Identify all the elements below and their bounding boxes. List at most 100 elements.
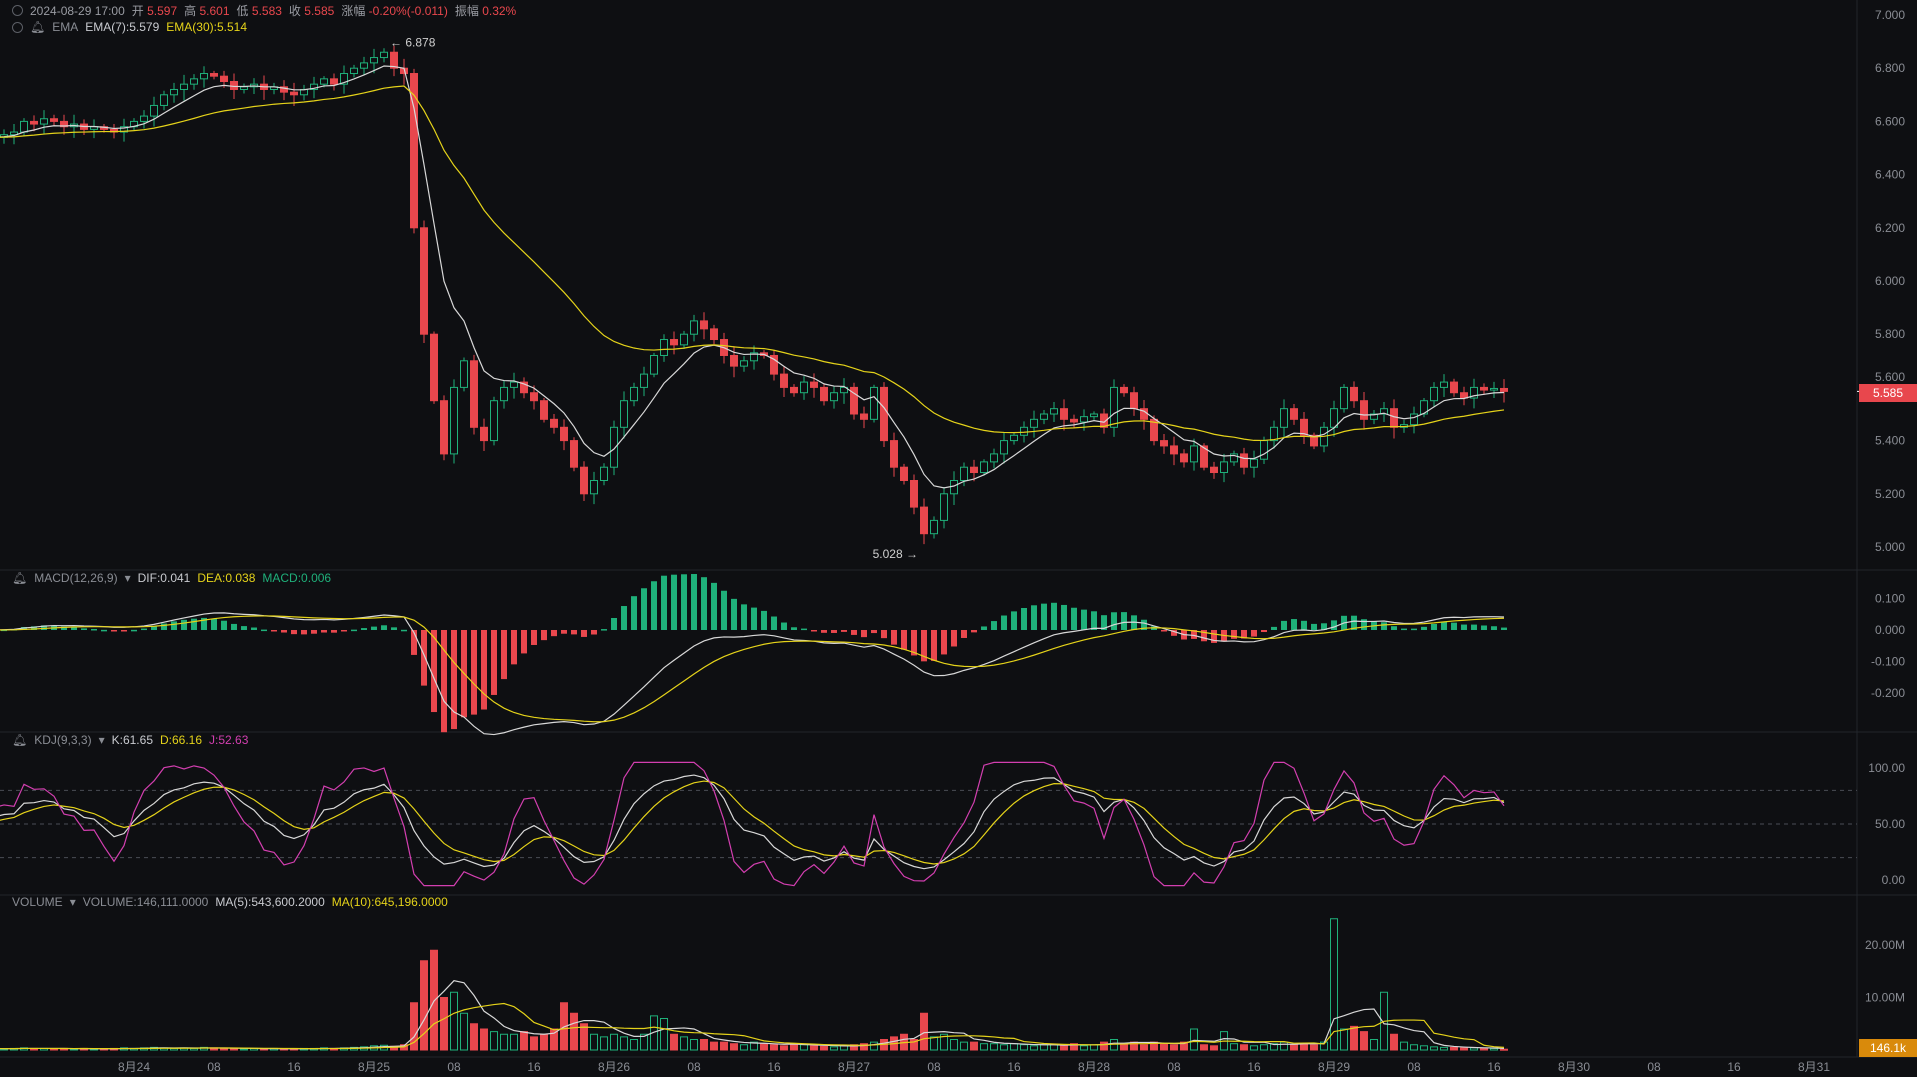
volume-bar bbox=[960, 1041, 968, 1051]
volume-bar bbox=[1020, 1044, 1028, 1051]
volume-value: VOLUME:146,111.0000 bbox=[82, 895, 209, 909]
candle-body bbox=[160, 94, 168, 106]
candle-body bbox=[410, 73, 418, 229]
volume-bar bbox=[1000, 1044, 1008, 1051]
candle-body bbox=[540, 400, 548, 420]
time-tick: 16 bbox=[1247, 1060, 1261, 1074]
volume-bar bbox=[510, 1033, 518, 1051]
kdj-name[interactable]: KDJ(9,3,3) bbox=[34, 733, 92, 747]
volume-bar bbox=[600, 1036, 608, 1051]
candle-body bbox=[1440, 381, 1448, 388]
macd-histogram-bar bbox=[291, 630, 297, 635]
candle-body bbox=[1010, 434, 1018, 442]
macd-histogram-bar bbox=[1331, 620, 1337, 630]
volume-bar bbox=[1390, 1033, 1398, 1051]
volume-bar bbox=[500, 1033, 508, 1051]
macd-histogram-bar bbox=[1361, 619, 1367, 630]
time-tick: 08 bbox=[927, 1060, 941, 1074]
macd-histogram-bar bbox=[1081, 609, 1087, 630]
macd-name[interactable]: MACD(12,26,9) bbox=[34, 571, 118, 585]
macd-histogram-bar bbox=[1401, 628, 1407, 631]
time-tick: 16 bbox=[767, 1060, 781, 1074]
time-tick: 8月31 bbox=[1798, 1060, 1830, 1074]
bell-icon[interactable]: 🔔︎ bbox=[12, 733, 28, 747]
time-tick: 08 bbox=[687, 1060, 701, 1074]
time-tick: 16 bbox=[527, 1060, 541, 1074]
volume-bar bbox=[870, 1041, 878, 1051]
candle-body bbox=[1490, 387, 1498, 391]
candle-body bbox=[1080, 416, 1088, 423]
dropdown-icon[interactable]: ▾ bbox=[98, 733, 105, 747]
candle-body bbox=[350, 67, 358, 75]
macd-histogram-bar bbox=[771, 616, 777, 630]
volume-bar bbox=[1160, 1043, 1168, 1051]
volume-name[interactable]: VOLUME bbox=[12, 895, 63, 909]
macd-histogram-bar bbox=[861, 630, 867, 638]
volume-bar bbox=[1250, 1045, 1258, 1051]
candle-body bbox=[1380, 408, 1388, 415]
time-tick: 8月27 bbox=[838, 1060, 870, 1074]
dropdown-icon[interactable]: ▾ bbox=[69, 895, 76, 909]
candle-body bbox=[620, 400, 628, 428]
macd-histogram-bar bbox=[1451, 622, 1457, 630]
volume-bar bbox=[1300, 1043, 1308, 1051]
macd-histogram-bar bbox=[1161, 630, 1167, 632]
volume-bar bbox=[1140, 1044, 1148, 1051]
volume-bar bbox=[550, 1028, 558, 1051]
macd-histogram-bar bbox=[91, 628, 97, 631]
macd-histogram-bar bbox=[891, 630, 897, 645]
macd-histogram-bar bbox=[1001, 615, 1007, 630]
macd-histogram-bar bbox=[691, 574, 697, 630]
macd-histogram-bar bbox=[361, 628, 367, 630]
collapse-icon[interactable] bbox=[12, 5, 23, 16]
candle-body bbox=[980, 461, 988, 474]
candle-body bbox=[1450, 381, 1458, 394]
volume-bar bbox=[720, 1041, 728, 1051]
volume-ma5-line bbox=[0, 980, 1505, 1050]
volume-bar bbox=[730, 1043, 738, 1051]
candle-body bbox=[710, 328, 718, 341]
candle-body bbox=[740, 360, 748, 367]
macd-histogram-bar bbox=[651, 581, 657, 630]
macd-histogram-bar bbox=[1281, 620, 1287, 630]
candle-body bbox=[50, 118, 58, 122]
volume-bar bbox=[580, 1023, 588, 1051]
ema-name[interactable]: EMA bbox=[52, 20, 79, 34]
dropdown-icon[interactable]: ▾ bbox=[124, 571, 131, 585]
macd-histogram-bar bbox=[231, 623, 237, 630]
macd-histogram-bar bbox=[551, 630, 557, 637]
dea-value: DEA:0.038 bbox=[197, 571, 256, 585]
candle-body bbox=[530, 392, 538, 402]
price-tick: 5.400 bbox=[1875, 434, 1905, 448]
macd-histogram-bar bbox=[321, 630, 327, 633]
candle-body bbox=[830, 392, 838, 402]
macd-histogram-bar bbox=[971, 630, 977, 633]
volume-bar bbox=[650, 1015, 658, 1051]
candle-body bbox=[660, 339, 668, 356]
bell-icon[interactable]: 🔔︎ bbox=[12, 571, 28, 585]
candle-body bbox=[930, 519, 938, 535]
k-value: K:61.65 bbox=[111, 733, 153, 747]
volume-bar bbox=[1270, 1043, 1278, 1051]
volume-bar bbox=[1470, 1047, 1478, 1051]
macd-histogram-bar bbox=[1311, 623, 1317, 630]
macd-histogram-bar bbox=[911, 630, 917, 656]
price-tick: 6.400 bbox=[1875, 168, 1905, 182]
collapse-icon[interactable] bbox=[12, 21, 23, 33]
macd-histogram-bar bbox=[561, 630, 567, 634]
volume-bar bbox=[1230, 1043, 1238, 1051]
bell-icon[interactable]: 🔔︎ bbox=[30, 20, 46, 34]
macd-histogram-bar bbox=[631, 596, 637, 630]
volume-bar bbox=[990, 1043, 998, 1051]
kdj-tick: 0.00 bbox=[1882, 873, 1906, 887]
macd-histogram-bar bbox=[1111, 612, 1117, 630]
price-tick: 5.600 bbox=[1875, 370, 1905, 384]
candle-body bbox=[1110, 386, 1118, 428]
macd-histogram-bar bbox=[541, 630, 547, 641]
candle-body bbox=[60, 120, 68, 128]
macd-histogram-bar bbox=[201, 617, 207, 630]
macd-histogram-bar bbox=[921, 630, 927, 662]
macd-histogram-bar bbox=[571, 630, 577, 635]
macd-histogram-bar bbox=[1441, 621, 1447, 630]
